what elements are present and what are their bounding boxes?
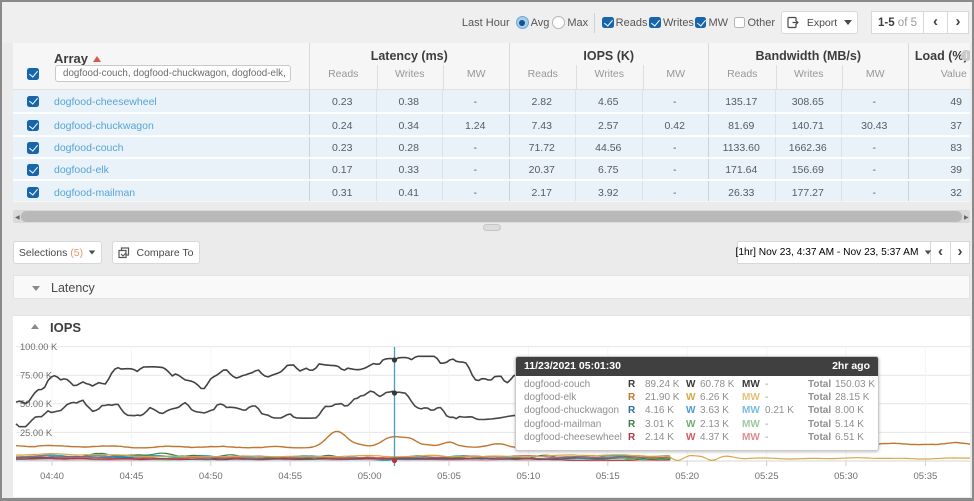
svg-text:05:05: 05:05 [437, 471, 461, 482]
svg-text:04:45: 04:45 [120, 471, 144, 482]
svg-text:04:55: 04:55 [278, 471, 302, 482]
svg-text:25.00 K: 25.00 K [20, 428, 53, 438]
svg-text:05:00: 05:00 [358, 471, 382, 482]
svg-text:05:15: 05:15 [596, 471, 620, 482]
svg-text:100.00 K: 100.00 K [20, 342, 58, 352]
svg-text:05:30: 05:30 [834, 471, 858, 482]
svg-text:05:20: 05:20 [675, 471, 699, 482]
svg-text:05:25: 05:25 [755, 471, 779, 482]
svg-text:50.00 K: 50.00 K [20, 399, 53, 409]
svg-text:05:10: 05:10 [517, 471, 541, 482]
svg-text:04:50: 04:50 [199, 471, 223, 482]
svg-text:75.00 K: 75.00 K [20, 371, 53, 381]
svg-text:05:35: 05:35 [914, 471, 938, 482]
svg-text:04:40: 04:40 [40, 471, 64, 482]
